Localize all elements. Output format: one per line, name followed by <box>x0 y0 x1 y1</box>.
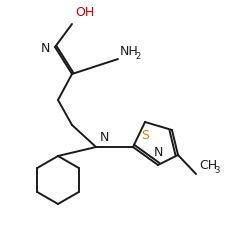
Text: CH: CH <box>199 158 217 171</box>
Text: N: N <box>153 145 163 158</box>
Text: 3: 3 <box>214 165 219 174</box>
Text: N: N <box>41 41 50 54</box>
Text: NH: NH <box>120 45 139 58</box>
Text: OH: OH <box>75 6 94 19</box>
Text: 2: 2 <box>135 52 140 61</box>
Text: N: N <box>100 131 109 143</box>
Text: S: S <box>141 129 149 141</box>
